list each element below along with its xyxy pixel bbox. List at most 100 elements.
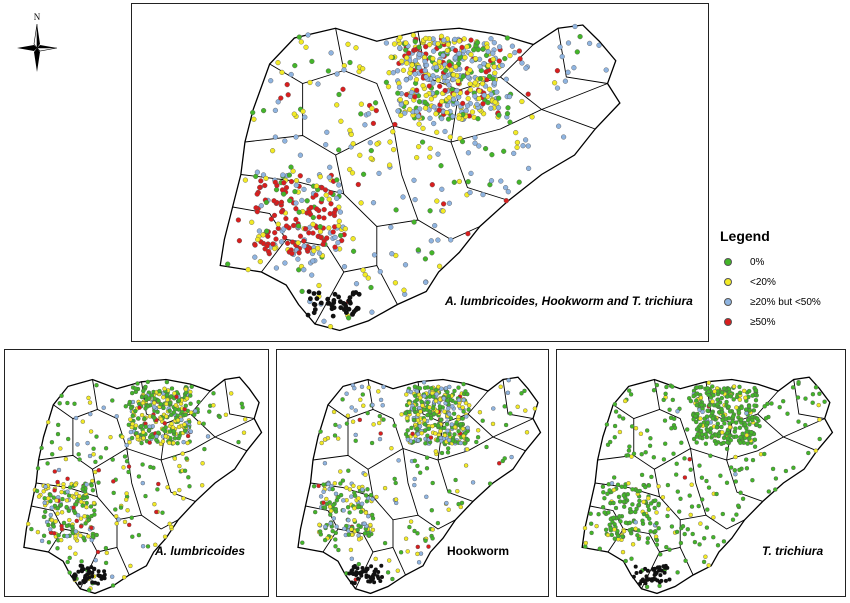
survey-site-point <box>766 489 772 494</box>
survey-site-point <box>331 502 336 508</box>
survey-site-point <box>722 421 727 426</box>
survey-site-point <box>516 179 522 185</box>
survey-site-point <box>444 102 451 109</box>
survey-site-point <box>223 412 229 418</box>
survey-site-point <box>29 526 34 532</box>
state-boundary <box>224 379 255 420</box>
survey-site-point <box>82 495 87 501</box>
survey-site-point <box>357 417 363 423</box>
survey-site-point <box>322 537 328 543</box>
survey-site-point <box>428 416 434 421</box>
survey-site-point <box>389 446 394 451</box>
survey-site-point <box>734 512 739 517</box>
survey-site-point <box>46 496 51 501</box>
survey-site-point <box>719 424 724 430</box>
map-ascaris[interactable] <box>5 350 267 595</box>
survey-site-point <box>506 378 511 383</box>
survey-site-point <box>271 198 277 204</box>
survey-site-point <box>96 480 101 485</box>
survey-site-point <box>479 81 486 87</box>
legend-title: Legend <box>720 228 770 244</box>
survey-site-point <box>46 419 51 425</box>
survey-site-point <box>300 108 306 115</box>
map-hookworm[interactable] <box>277 350 547 595</box>
survey-site-point <box>309 272 315 278</box>
map-combined[interactable] <box>132 4 707 340</box>
survey-site-point <box>445 41 451 48</box>
survey-site-point-coastal <box>655 578 660 583</box>
survey-site-point <box>111 479 116 484</box>
survey-site-point-coastal <box>365 567 370 572</box>
survey-site-point <box>499 62 505 69</box>
survey-site-point <box>480 101 486 107</box>
survey-site-point <box>349 405 354 410</box>
survey-site-point-coastal <box>663 578 668 583</box>
survey-site-point-coastal <box>665 565 670 570</box>
survey-site-point <box>441 201 447 207</box>
survey-site-point <box>296 209 302 215</box>
survey-site-point <box>460 426 466 432</box>
survey-site-point <box>706 380 712 385</box>
survey-site-point <box>151 415 157 421</box>
survey-site-point <box>690 531 695 537</box>
survey-site-point <box>451 411 457 416</box>
survey-site-point <box>433 449 439 454</box>
survey-site-point <box>810 400 815 405</box>
survey-site-point <box>293 200 299 206</box>
survey-site-point <box>609 532 614 538</box>
survey-site-point <box>59 510 65 515</box>
survey-site-point <box>463 108 469 114</box>
survey-site-point <box>328 508 334 514</box>
survey-site-point <box>327 211 333 217</box>
survey-site-point <box>145 379 151 385</box>
survey-site-point <box>41 533 47 539</box>
survey-site-point <box>358 101 365 107</box>
survey-site-point <box>48 512 53 518</box>
survey-site-point <box>596 42 602 48</box>
survey-site-point-coastal <box>329 302 334 308</box>
survey-site-point <box>733 454 738 460</box>
survey-site-point <box>297 173 303 179</box>
survey-site-point <box>349 170 356 176</box>
survey-site-point <box>656 484 661 489</box>
survey-site-point-coastal <box>369 564 374 569</box>
survey-site-point <box>205 434 211 439</box>
map-trichuris[interactable] <box>557 350 844 595</box>
survey-site-point <box>405 428 410 433</box>
survey-site-point <box>436 59 443 65</box>
survey-site-point <box>600 504 606 510</box>
survey-site-point <box>571 65 577 71</box>
survey-site-point <box>165 485 170 490</box>
survey-site-point <box>654 537 660 543</box>
survey-site-point <box>314 206 320 212</box>
survey-site-point <box>315 245 321 251</box>
survey-site-point <box>80 503 85 508</box>
survey-site-point <box>95 549 101 555</box>
survey-site-point <box>409 62 415 68</box>
survey-site-point <box>621 493 626 498</box>
survey-site-point <box>430 480 435 486</box>
survey-site-point <box>665 513 670 519</box>
state-boundary <box>402 448 419 516</box>
survey-site-point <box>390 576 395 582</box>
survey-site-point-coastal <box>85 576 90 581</box>
survey-site-point <box>370 516 376 521</box>
survey-site-point-coastal <box>659 568 664 573</box>
survey-site-point-coastal <box>351 309 357 315</box>
survey-site-point <box>733 479 739 484</box>
survey-site-point <box>77 493 82 499</box>
survey-site-point <box>334 71 340 77</box>
survey-site-point <box>299 197 305 204</box>
survey-site-point-coastal <box>354 571 359 576</box>
survey-site-point <box>407 409 412 415</box>
survey-site-point <box>319 196 325 202</box>
survey-site-point <box>494 89 500 95</box>
survey-site-point <box>49 505 54 511</box>
survey-site-point <box>279 69 285 76</box>
survey-site-point <box>141 435 146 441</box>
survey-site-point <box>275 221 281 227</box>
survey-site-point-coastal <box>78 563 83 568</box>
survey-site-point <box>646 507 652 513</box>
survey-site-point-coastal <box>89 565 94 570</box>
survey-site-point <box>318 529 323 534</box>
